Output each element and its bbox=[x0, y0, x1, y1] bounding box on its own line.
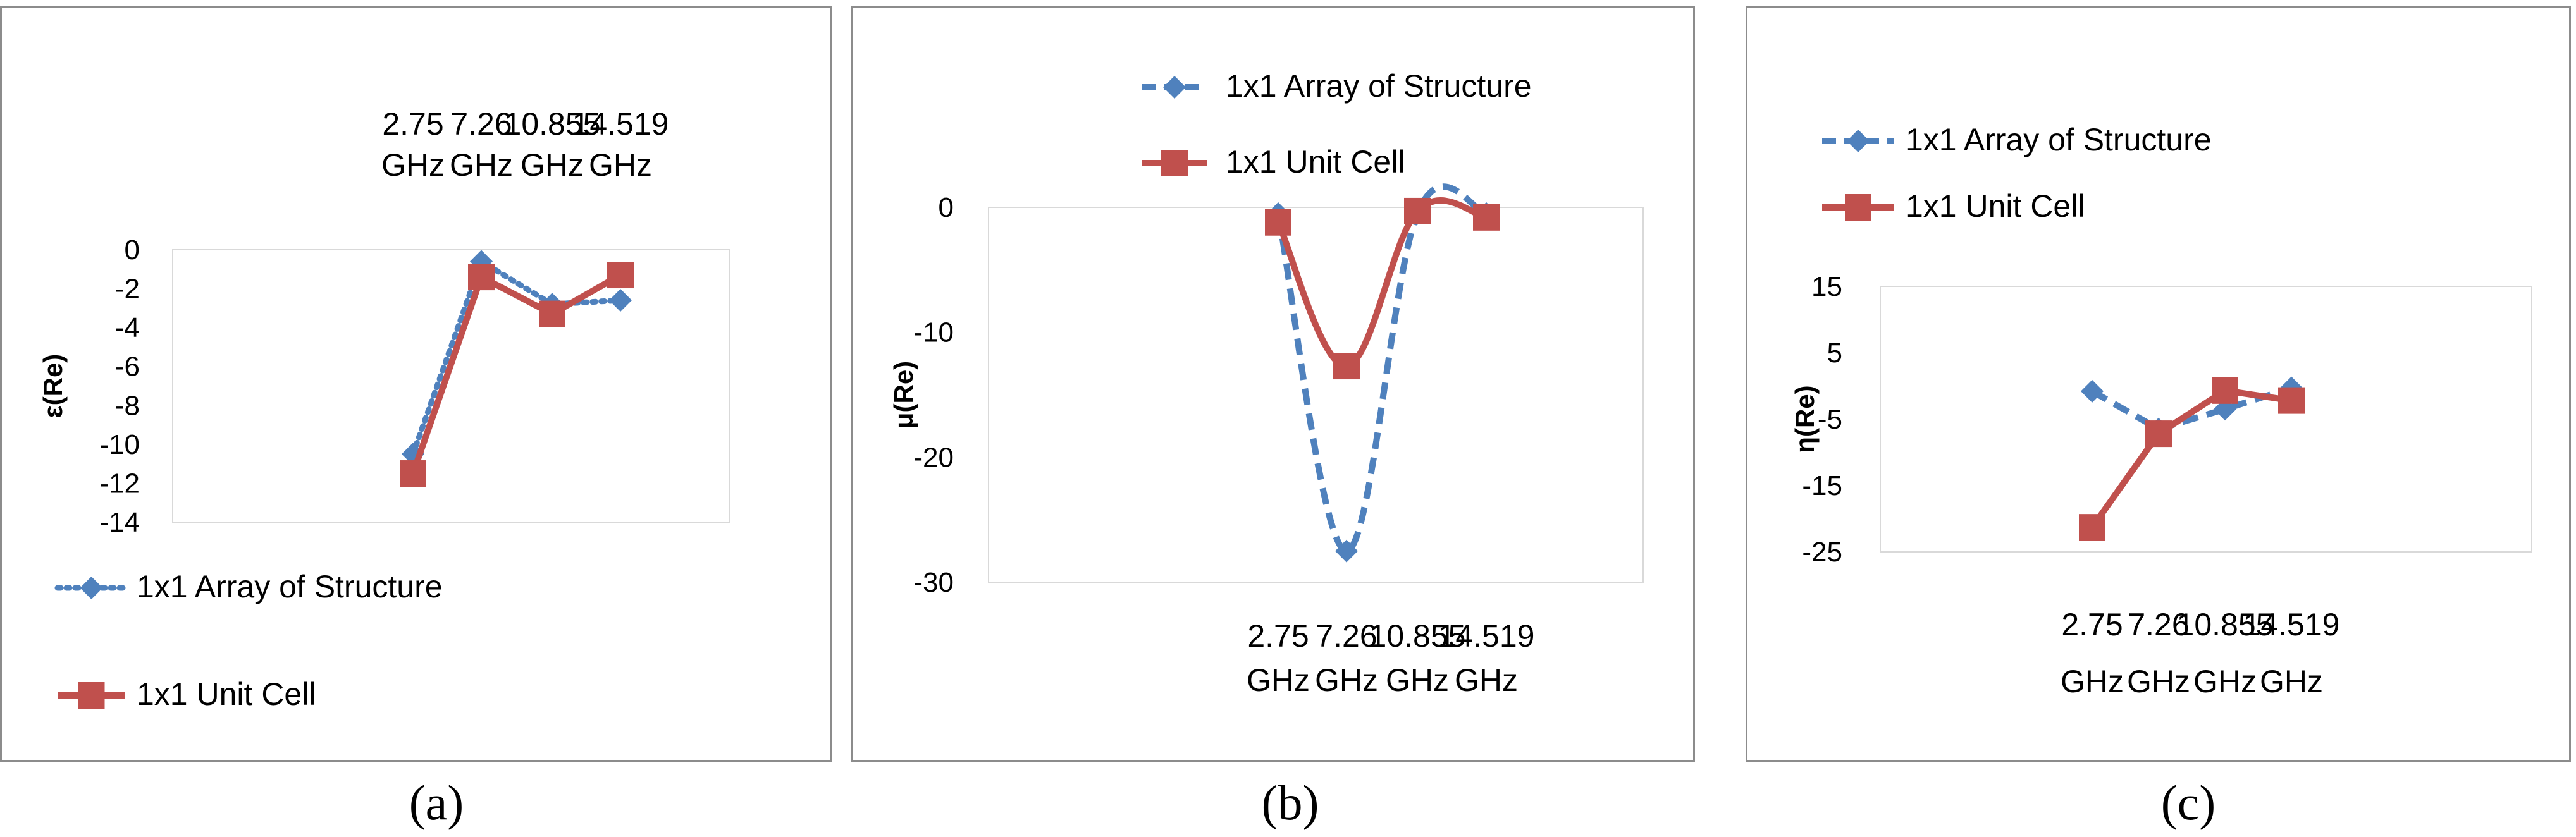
x-category-unit: GHz bbox=[1386, 663, 1449, 698]
y-tick-label: -20 bbox=[913, 442, 954, 473]
data-point-unit-cell bbox=[2278, 387, 2305, 414]
x-category-label: 2.75 bbox=[1247, 618, 1309, 654]
y-tick-label: -15 bbox=[1802, 470, 1842, 501]
x-category-label: 14.519 bbox=[1438, 618, 1535, 654]
y-axis-label: η(Re) bbox=[1790, 385, 1820, 453]
caption-c: (c) bbox=[2160, 775, 2216, 830]
x-category-unit: GHz bbox=[2260, 664, 2323, 699]
y-tick-label: 15 bbox=[1811, 271, 1842, 302]
data-point-unit-cell bbox=[1265, 209, 1291, 236]
x-category-unit: GHz bbox=[1315, 663, 1378, 698]
caption-a: (a) bbox=[409, 775, 464, 830]
y-axis-label: μ(Re) bbox=[889, 361, 918, 429]
legend-label: 1x1 Array of Structure bbox=[1906, 122, 2212, 157]
legend-marker bbox=[80, 577, 103, 599]
data-point-unit-cell bbox=[539, 300, 565, 327]
plot-area-a bbox=[172, 249, 730, 523]
data-point-unit-cell bbox=[2212, 377, 2238, 404]
y-tick-label: 5 bbox=[1827, 338, 1842, 369]
x-category-unit: GHz bbox=[2127, 664, 2190, 699]
y-tick-label: -4 bbox=[115, 312, 140, 343]
y-tick-label: -6 bbox=[115, 351, 140, 382]
series-line-unit-cell bbox=[1275, 197, 1488, 370]
x-category-label: 7.26 bbox=[450, 106, 512, 142]
x-category-label: 14.519 bbox=[572, 106, 669, 142]
y-axis-label: ε(Re) bbox=[38, 354, 68, 418]
y-tick-label: 0 bbox=[939, 192, 954, 223]
y-tick-label: -14 bbox=[99, 507, 140, 538]
panel-b: 0 -10 -20 -30 μ(Re) 2.75 GHz 7.26 GHz 10.855 GHz 14… bbox=[851, 6, 1695, 762]
x-category-label: 10.855 bbox=[504, 106, 601, 142]
x-category-label: 10.855 bbox=[2177, 607, 2274, 642]
data-point-unit-cell bbox=[468, 264, 495, 291]
caption-b: (b) bbox=[1261, 775, 1319, 830]
y-tick-label: -10 bbox=[99, 429, 140, 460]
data-point-array bbox=[1335, 539, 1358, 563]
data-point-array bbox=[609, 289, 632, 312]
x-category-label: 14.519 bbox=[2243, 607, 2340, 642]
y-tick-label: -5 bbox=[1818, 404, 1842, 435]
data-point-unit-cell bbox=[1404, 197, 1431, 224]
series-line-unit-cell bbox=[2089, 387, 2292, 530]
x-category-unit: GHz bbox=[2061, 664, 2124, 699]
data-point-unit-cell bbox=[607, 262, 634, 289]
x-category-label: 2.75 bbox=[2061, 607, 2123, 642]
data-point-unit-cell bbox=[1473, 204, 1500, 231]
series-line-array bbox=[410, 258, 624, 457]
x-category-label: 7.26 bbox=[1316, 618, 1377, 654]
x-category-label: 7.26 bbox=[2128, 607, 2189, 642]
legend-marker bbox=[78, 682, 105, 709]
panel-a: 0 -2 -4 -6 -8 -10 -12 -14 ε(Re) 2.75 GHz 7.26 GHz 10.… bbox=[0, 6, 832, 762]
legend-marker bbox=[1163, 76, 1186, 99]
data-point-unit-cell bbox=[1333, 353, 1360, 380]
plot-area-b bbox=[988, 207, 1644, 583]
data-point-unit-cell bbox=[400, 460, 426, 487]
y-tick-label: -10 bbox=[913, 317, 954, 348]
y-tick-label: -12 bbox=[99, 468, 140, 499]
x-category-unit: GHz bbox=[1455, 663, 1518, 698]
data-point-unit-cell bbox=[2079, 514, 2105, 541]
legend-marker bbox=[1161, 150, 1188, 176]
x-category-label: 2.75 bbox=[382, 106, 443, 142]
y-tick-label: -8 bbox=[115, 390, 140, 421]
chart-a: 0-2-4-6-8-10-12-14ε(Re)2.75GHz7.26GHz10.… bbox=[38, 106, 730, 712]
legend-label: 1x1 Array of Structure bbox=[1226, 68, 1532, 104]
legend-label: 1x1 Unit Cell bbox=[1226, 144, 1405, 180]
y-tick-label: -2 bbox=[115, 274, 140, 305]
panel-c: 15 5 -5 -15 -25 η(Re) 2.75 GHz 7.26 GHz 10.855 GHz 1… bbox=[1746, 6, 2571, 762]
y-tick-label: 0 bbox=[125, 235, 140, 266]
x-category-unit: GHz bbox=[521, 147, 584, 183]
plot-area-c bbox=[1880, 286, 2532, 553]
chart-c: 155-5-15-25η(Re)2.75GHz7.26GHz10.855GHz1… bbox=[1790, 122, 2532, 699]
y-tick-label: -30 bbox=[913, 567, 954, 598]
legend-marker bbox=[1847, 130, 1870, 152]
legend-label: 1x1 Unit Cell bbox=[1906, 188, 2085, 224]
legend-marker bbox=[1845, 194, 1871, 221]
x-category-unit: GHz bbox=[1247, 663, 1310, 698]
series-line-array bbox=[1275, 183, 1488, 554]
legend-label: 1x1 Unit Cell bbox=[137, 676, 316, 712]
x-category-unit: GHz bbox=[381, 147, 445, 183]
x-category-label: 10.855 bbox=[1369, 618, 1466, 654]
legend-label: 1x1 Array of Structure bbox=[137, 569, 443, 604]
y-tick-label: -25 bbox=[1802, 537, 1842, 568]
chart-b: 0-10-20-30μ(Re)2.75GHz7.26GHz10.855GHz14… bbox=[889, 68, 1644, 698]
x-category-unit: GHz bbox=[2193, 664, 2257, 699]
x-category-unit: GHz bbox=[450, 147, 513, 183]
x-category-unit: GHz bbox=[589, 147, 652, 183]
series-line-unit-cell bbox=[410, 272, 622, 475]
data-point-array bbox=[2081, 379, 2104, 403]
data-point-unit-cell bbox=[2145, 420, 2172, 448]
